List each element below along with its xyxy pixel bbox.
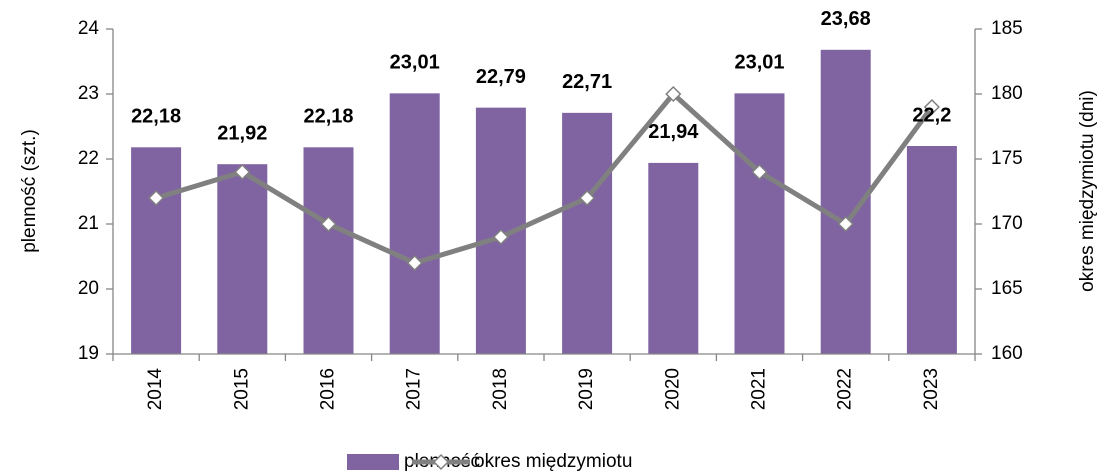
x-tick-label: 2020: [662, 368, 683, 410]
bar: [303, 147, 354, 354]
legend-marker: [432, 453, 450, 471]
data-label: 22,79: [476, 66, 526, 88]
y-tick-label: 19: [78, 343, 99, 364]
bar: [217, 164, 268, 354]
line-marker: [320, 215, 337, 233]
bar: [131, 147, 182, 354]
line-marker: [148, 189, 165, 207]
y2-tick-label: 185: [991, 18, 1023, 39]
x-tick-label: 2017: [404, 368, 425, 410]
data-label: 23,68: [821, 8, 871, 30]
y-tick-label: 22: [78, 148, 99, 169]
line-marker: [579, 189, 596, 207]
line-marker: [665, 85, 682, 103]
x-tick-label: 2015: [231, 368, 252, 410]
data-label: 22,18: [131, 106, 181, 128]
data-label: 23,01: [734, 52, 784, 74]
data-label: 23,01: [390, 52, 440, 74]
y-tick-label: 21: [78, 213, 99, 234]
bar: [389, 93, 440, 354]
line-marker: [234, 163, 251, 181]
y-tick-label: 24: [78, 18, 100, 39]
x-tick-label: 2023: [921, 368, 942, 410]
y2-tick-label: 180: [991, 83, 1023, 104]
bar: [906, 146, 957, 354]
x-tick-label: 2018: [490, 368, 511, 410]
x-tick-label: 2016: [318, 368, 339, 410]
y-tick-label: 20: [78, 278, 99, 299]
data-label: 21,92: [217, 122, 267, 144]
line-marker: [492, 228, 509, 246]
y2-axis-label: okres międzymiotu (dni): [1077, 90, 1098, 292]
line-marker: [837, 215, 854, 233]
y2-tick-label: 175: [991, 148, 1023, 169]
line-marker: [923, 98, 940, 116]
x-tick-label: 2022: [835, 368, 856, 410]
x-tick-label: 2014: [145, 368, 166, 411]
bar: [562, 112, 613, 354]
y-axis-label: plenność (szt.): [19, 129, 40, 253]
bar: [734, 93, 785, 354]
y2-tick-label: 160: [991, 343, 1023, 364]
legend-label: okres międzymiotu: [474, 451, 632, 472]
y2-tick-label: 165: [991, 278, 1023, 299]
legend-swatch: [347, 454, 399, 470]
data-label: 22,71: [562, 71, 612, 93]
line: [155, 90, 934, 266]
x-tick-label: 2019: [576, 368, 597, 410]
data-label: 22,2: [912, 104, 951, 126]
line-marker: [406, 254, 423, 272]
line-marker: [751, 163, 768, 181]
data-label: 21,94: [648, 121, 699, 143]
y2-tick-label: 170: [991, 213, 1023, 234]
bar: [648, 162, 699, 354]
data-label: 22,18: [303, 106, 353, 128]
y-tick-label: 23: [78, 83, 99, 104]
x-tick-label: 2021: [749, 368, 770, 410]
